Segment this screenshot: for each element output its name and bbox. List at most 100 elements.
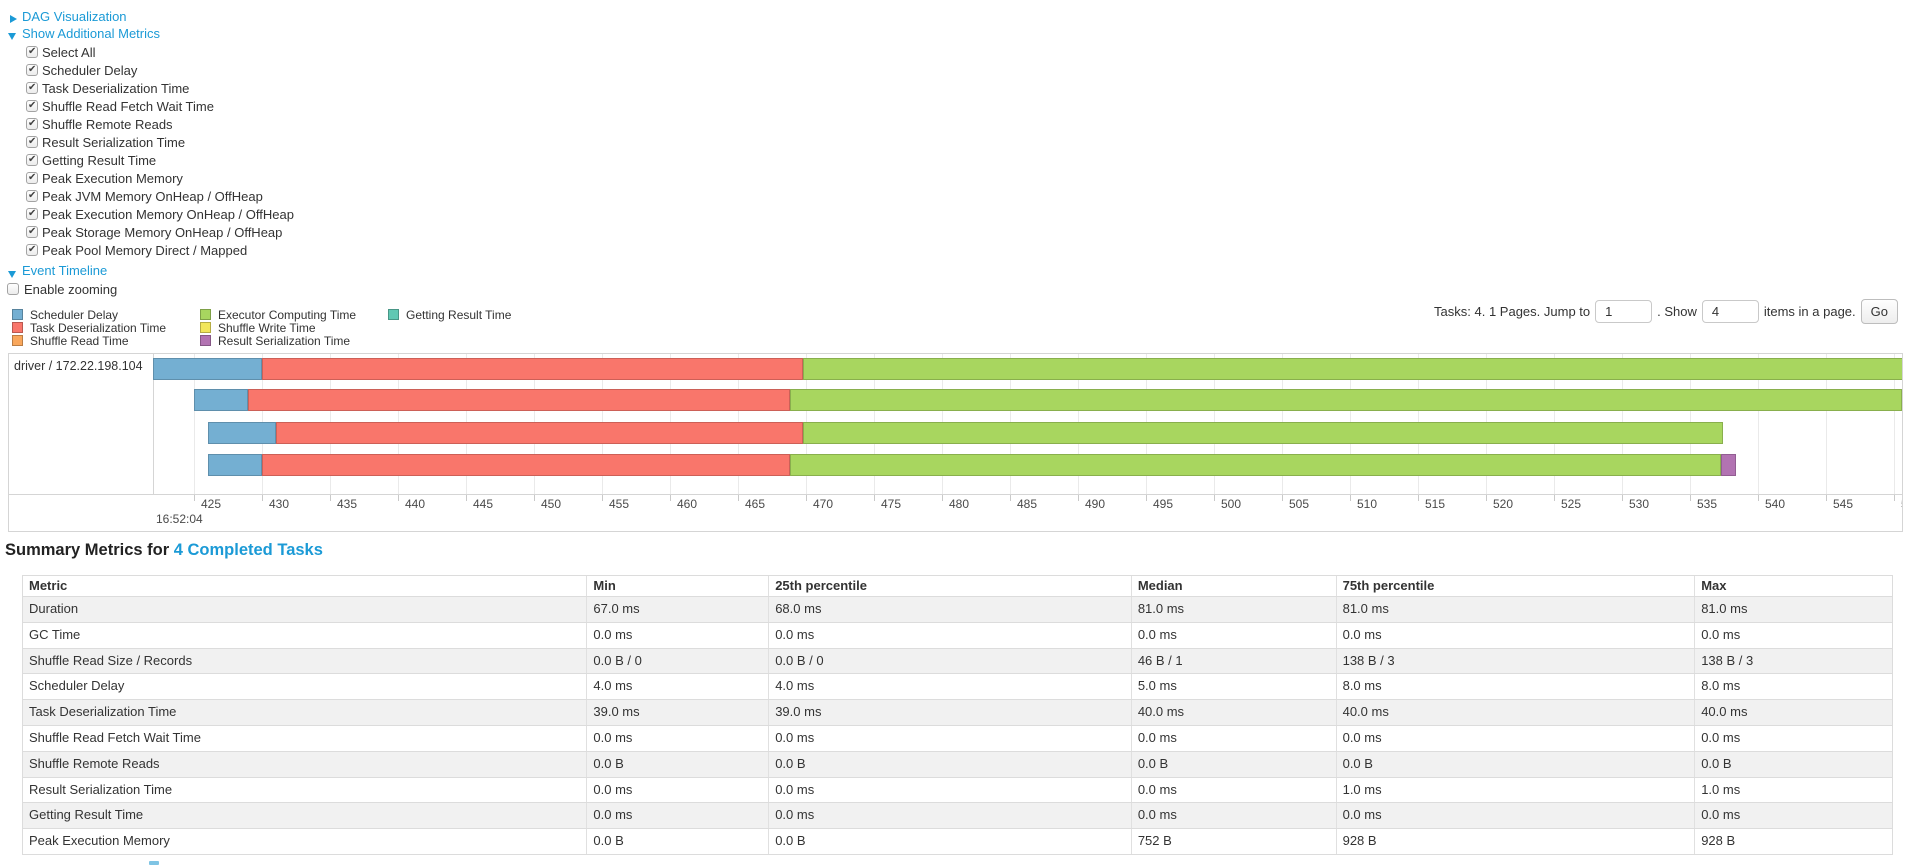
tick-mark (1146, 494, 1147, 501)
metric-checkbox[interactable] (26, 154, 38, 166)
table-cell: 8.0 ms (1694, 674, 1892, 700)
column-header: Max (1694, 576, 1892, 596)
table-cell: 0.0 B / 0 (586, 648, 768, 674)
metric-checkbox-label: Peak Execution Memory (42, 171, 183, 186)
task-bar-segment-task_deserialization[interactable] (248, 389, 790, 411)
table-cell: 40.0 ms (1694, 700, 1892, 725)
task-bar-segment-executor_computing[interactable] (789, 389, 1902, 411)
table-cell: 0.0 ms (768, 777, 1131, 803)
tick-mark (806, 494, 807, 501)
task-bar-segment-task_deserialization[interactable] (275, 422, 804, 444)
metric-checkbox[interactable] (26, 100, 38, 112)
column-header: 25th percentile (768, 576, 1131, 596)
axis-time-label: 16:52:04 (156, 512, 203, 526)
gridline (194, 354, 195, 494)
tick-label: 480 (949, 497, 970, 511)
task-bar-segment-executor_computing[interactable] (803, 422, 1723, 444)
table-row: Scheduler Delay 4.0 ms 4.0 ms 5.0 ms 8.0 ms 8… (23, 674, 1892, 701)
collapse-arrow-right-icon[interactable] (10, 15, 17, 23)
metric-checkbox[interactable] (26, 46, 38, 58)
metric-checkbox-label: Peak Execution Memory OnHeap / OffHeap (42, 207, 294, 222)
tick-mark (262, 494, 263, 501)
gridline (1826, 354, 1827, 494)
metric-checkbox[interactable] (26, 172, 38, 184)
dag-visualization-link[interactable]: DAG Visualization (22, 9, 127, 24)
task-bar-segment-scheduler_delay[interactable] (207, 454, 262, 476)
jump-to-page-input[interactable] (1595, 300, 1653, 323)
tick-mark (942, 494, 943, 501)
task-bar-segment-executor_computing[interactable] (789, 454, 1722, 476)
metric-checkbox[interactable] (26, 82, 38, 94)
column-header: Metric (29, 578, 68, 593)
legend-swatch-result_serialization (200, 335, 211, 346)
metric-checkbox[interactable] (26, 136, 38, 148)
table-cell: 138 B / 3 (1335, 648, 1695, 674)
task-bar-segment-task_deserialization[interactable] (262, 454, 790, 476)
task-bar-segment-scheduler_delay[interactable] (153, 358, 262, 380)
tick-label: 510 (1357, 497, 1378, 511)
table-cell: 0.0 ms (768, 622, 1131, 648)
task-bar-segment-scheduler_delay[interactable] (207, 422, 276, 444)
tick-mark (1486, 494, 1487, 501)
legend-label: Shuffle Write Time (218, 321, 316, 335)
collapse-arrow-down-icon[interactable] (8, 271, 16, 278)
table-cell: 0.0 ms (768, 725, 1131, 751)
table-cell: Shuffle Read Size / Records (29, 652, 193, 668)
tick-label: 490 (1085, 497, 1106, 511)
collapse-arrow-down-icon[interactable] (8, 33, 16, 40)
tick-label: 520 (1493, 497, 1514, 511)
table-row: Shuffle Read Fetch Wait Time 0.0 ms 0.0 ms… (23, 725, 1892, 752)
tick-mark (534, 494, 535, 501)
task-bar-segment-scheduler_delay[interactable] (194, 389, 249, 411)
table-cell: 46 B / 1 (1130, 648, 1336, 674)
table-cell: 4.0 ms (586, 674, 768, 700)
task-pagination: Tasks: 4. 1 Pages. Jump to . Show items … (1434, 299, 1898, 324)
table-row: Shuffle Read Size / Records 0.0 B / 0 0.0 … (23, 648, 1892, 675)
metric-checkbox[interactable] (26, 118, 38, 130)
tick-label: 460 (677, 497, 698, 511)
table-cell: 81.0 ms (1335, 597, 1695, 622)
metric-checkbox-label: Select All (42, 45, 96, 60)
items-per-page-input[interactable] (1701, 300, 1759, 323)
tick-label: 425 (201, 497, 222, 511)
table-cell: 67.0 ms (586, 597, 768, 622)
tick-mark (1010, 494, 1011, 501)
tick-mark (1078, 494, 1079, 501)
metric-checkbox-label: Peak Storage Memory OnHeap / OffHeap (42, 225, 283, 240)
tick-mark (1554, 494, 1555, 501)
tick-mark (874, 494, 875, 501)
legend-swatch-getting_result (388, 309, 399, 320)
task-bar-segment-result_serialization[interactable] (1721, 454, 1737, 476)
show-additional-metrics-link[interactable]: Show Additional Metrics (22, 26, 161, 41)
task-bar-segment-executor_computing[interactable] (803, 358, 1902, 380)
enable-zooming-checkbox[interactable] (7, 283, 19, 295)
table-cell: 0.0 B (768, 751, 1131, 777)
metric-checkbox[interactable] (26, 244, 38, 256)
metric-checkbox[interactable] (26, 190, 38, 202)
table-cell: 0.0 ms (768, 803, 1131, 829)
table-row: GC Time 0.0 ms 0.0 ms 0.0 ms 0.0 ms 0.0 ms (23, 622, 1892, 649)
table-cell: 0.0 ms (1130, 803, 1336, 829)
table-cell: 0.0 ms (1694, 622, 1892, 648)
task-bar-segment-task_deserialization[interactable] (262, 358, 804, 380)
tick-mark (1418, 494, 1419, 501)
tick-label: 440 (405, 497, 426, 511)
metric-checkbox[interactable] (26, 64, 38, 76)
metric-checkbox-label: Task Deserialization Time (42, 81, 190, 96)
table-cell: Shuffle Remote Reads (29, 755, 160, 771)
metric-checkbox[interactable] (26, 226, 38, 238)
gridline (1758, 354, 1759, 494)
table-cell: 0.0 ms (1335, 622, 1695, 648)
completed-tasks-link[interactable]: 4 Completed Tasks (173, 541, 323, 559)
table-cell: Getting Result Time (29, 807, 144, 823)
metric-checkbox-label: Shuffle Remote Reads (42, 117, 173, 132)
tick-mark (466, 494, 467, 501)
executor-column-divider (153, 354, 154, 494)
go-button[interactable]: Go (1860, 299, 1898, 324)
event-timeline-link[interactable]: Event Timeline (22, 263, 108, 278)
table-cell: 0.0 ms (1130, 725, 1336, 751)
table-cell: 81.0 ms (1694, 597, 1892, 622)
table-cell: 40.0 ms (1130, 700, 1336, 725)
metric-checkbox[interactable] (26, 208, 38, 220)
tick-label: 435 (337, 497, 358, 511)
